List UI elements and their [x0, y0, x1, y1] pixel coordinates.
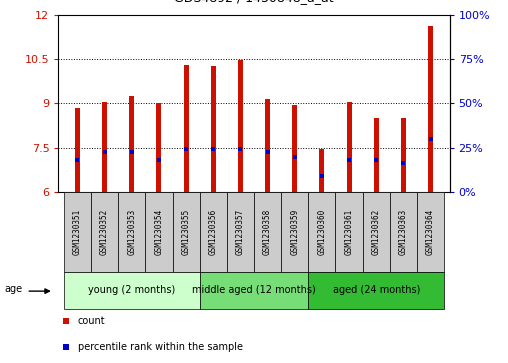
Bar: [320, 148, 324, 192]
Text: GSM1230360: GSM1230360: [318, 209, 327, 256]
Text: GDS4892 / 1430848_a_at: GDS4892 / 1430848_a_at: [174, 0, 334, 4]
Bar: [281, 192, 308, 272]
Bar: [374, 118, 378, 192]
Bar: [335, 192, 363, 272]
Text: GSM1230359: GSM1230359: [290, 209, 299, 256]
Bar: [292, 105, 297, 192]
Text: aged (24 months): aged (24 months): [333, 285, 420, 295]
Bar: [200, 192, 227, 272]
Text: GSM1230357: GSM1230357: [236, 209, 245, 256]
Text: GSM1230363: GSM1230363: [399, 209, 408, 256]
Text: GSM1230361: GSM1230361: [344, 209, 354, 256]
Bar: [390, 192, 417, 272]
Bar: [75, 108, 80, 192]
Bar: [118, 192, 145, 272]
Bar: [227, 192, 254, 272]
Bar: [417, 192, 444, 272]
Text: GSM1230351: GSM1230351: [73, 209, 82, 256]
Bar: [64, 192, 91, 272]
Bar: [200, 272, 308, 309]
Bar: [401, 118, 406, 192]
Bar: [254, 192, 281, 272]
Bar: [102, 102, 107, 192]
Bar: [211, 66, 216, 192]
Bar: [363, 192, 390, 272]
Text: GSM1230362: GSM1230362: [372, 209, 380, 256]
Text: GSM1230358: GSM1230358: [263, 209, 272, 256]
Bar: [265, 99, 270, 192]
Bar: [173, 192, 200, 272]
Text: percentile rank within the sample: percentile rank within the sample: [78, 342, 243, 352]
Bar: [428, 26, 433, 192]
Bar: [130, 96, 134, 192]
Bar: [238, 61, 243, 192]
Bar: [346, 102, 352, 192]
Bar: [308, 192, 335, 272]
Text: middle aged (12 months): middle aged (12 months): [192, 285, 316, 295]
Text: GSM1230352: GSM1230352: [100, 209, 109, 256]
Bar: [145, 192, 173, 272]
Text: young (2 months): young (2 months): [88, 285, 175, 295]
Bar: [91, 192, 118, 272]
Text: GSM1230364: GSM1230364: [426, 209, 435, 256]
Bar: [64, 272, 200, 309]
Bar: [156, 103, 162, 192]
Text: GSM1230356: GSM1230356: [209, 209, 218, 256]
Text: GSM1230353: GSM1230353: [128, 209, 136, 256]
Bar: [308, 272, 444, 309]
Text: GSM1230354: GSM1230354: [154, 209, 164, 256]
Bar: [184, 65, 188, 192]
Text: count: count: [78, 316, 106, 326]
Text: age: age: [5, 284, 23, 294]
Text: GSM1230355: GSM1230355: [181, 209, 190, 256]
